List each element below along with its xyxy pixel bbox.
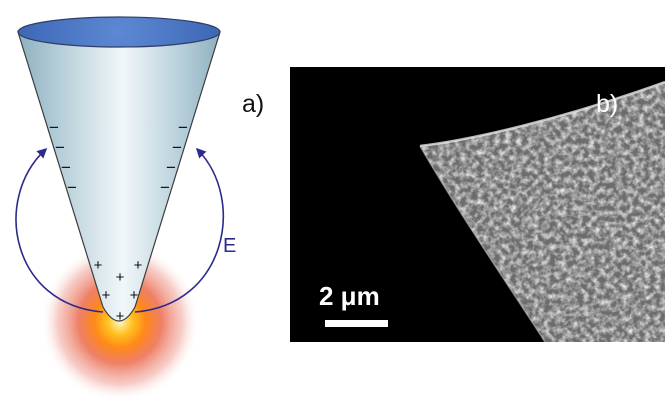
minus-sign: − <box>61 158 71 177</box>
minus-sign: − <box>160 178 170 197</box>
sem-tip-image <box>419 80 665 342</box>
sem-tip-edge-highlight <box>419 80 665 148</box>
minus-sign: − <box>55 138 65 157</box>
plus-sign: + <box>116 308 125 325</box>
minus-sign: − <box>178 118 188 137</box>
sem-tip-texture <box>420 82 665 342</box>
plus-sign: + <box>94 257 103 274</box>
negative-charges: − − − − − − − − <box>49 118 188 197</box>
panel-b: 2 μm b) <box>290 67 665 342</box>
minus-sign: − <box>166 158 176 177</box>
field-line-right <box>134 147 225 313</box>
scale-bar-label: 2 μm <box>319 281 380 311</box>
panel-b-label: b) <box>596 90 618 118</box>
panel-a-label: a) <box>242 90 264 118</box>
cone-body <box>17 31 221 322</box>
plus-sign: + <box>130 287 139 304</box>
scale-bar <box>325 320 388 327</box>
cone-top-face <box>17 16 221 48</box>
minus-sign: − <box>49 118 59 137</box>
minus-sign: − <box>67 178 77 197</box>
positive-charges: + + + + + + <box>94 257 143 325</box>
field-line-left <box>15 147 104 313</box>
plus-sign: + <box>102 287 111 304</box>
field-label: E <box>223 235 236 257</box>
sem-tip-lower-edge <box>419 145 546 342</box>
minus-sign: − <box>172 138 182 157</box>
plus-sign: + <box>116 269 125 286</box>
panel-a: E − − − − − − − − + + + + + + a) <box>15 16 264 400</box>
plus-sign: + <box>134 257 143 274</box>
